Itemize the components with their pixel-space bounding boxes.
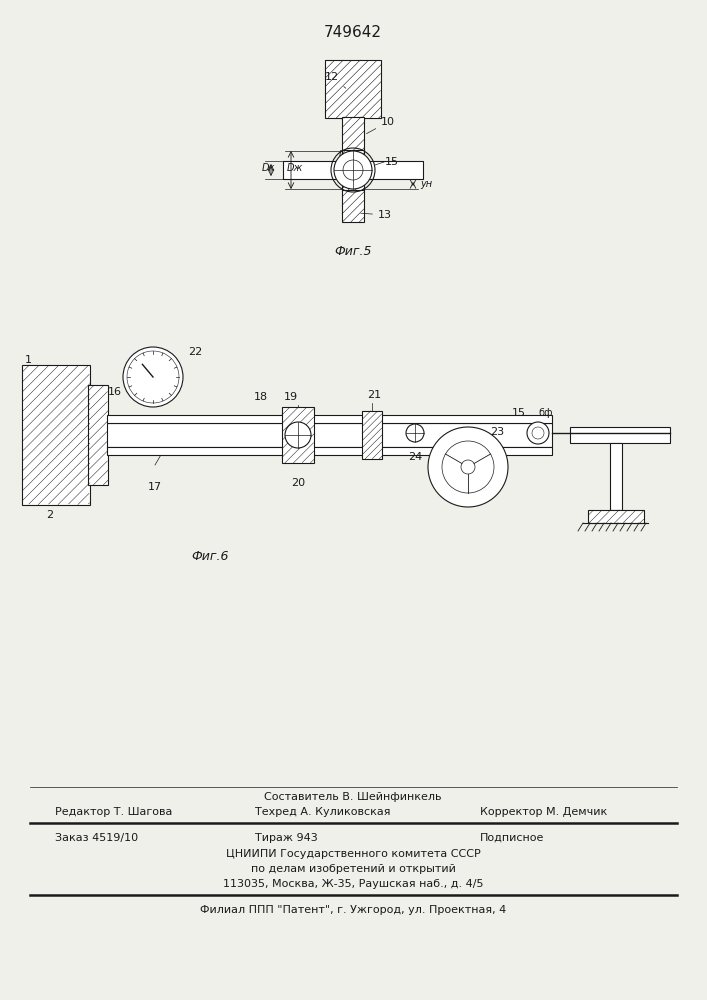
Bar <box>342 188 364 222</box>
Bar <box>282 407 314 463</box>
Text: 113035, Москва, Ж-35, Раушская наб., д. 4/5: 113035, Москва, Ж-35, Раушская наб., д. … <box>223 879 484 889</box>
Bar <box>107 415 552 423</box>
Text: 19: 19 <box>284 392 298 402</box>
Circle shape <box>406 424 424 442</box>
Bar <box>362 411 382 459</box>
Text: 17: 17 <box>148 482 162 492</box>
Bar <box>364 161 423 179</box>
Text: 2: 2 <box>47 510 54 520</box>
Text: 21: 21 <box>367 390 381 400</box>
Text: Филиал ППП "Патент", г. Ужгород, ул. Проектная, 4: Филиал ППП "Патент", г. Ужгород, ул. Про… <box>200 905 506 915</box>
Text: 13: 13 <box>361 210 392 220</box>
Text: Тираж 943: Тираж 943 <box>255 833 317 843</box>
Text: Dк: Dк <box>262 163 275 173</box>
Text: Фиг.5: Фиг.5 <box>334 245 372 258</box>
Text: Техред А. Куликовская: Техред А. Куликовская <box>255 807 390 817</box>
Bar <box>88 385 108 485</box>
Circle shape <box>334 151 372 189</box>
Text: yн: yн <box>420 179 432 189</box>
Text: 23: 23 <box>490 427 504 437</box>
Text: 18: 18 <box>254 392 268 402</box>
Bar <box>22 365 90 505</box>
Text: бф: бф <box>538 408 552 418</box>
Text: по делам изобретений и открытий: по делам изобретений и открытий <box>250 864 455 874</box>
Bar <box>588 510 644 523</box>
Text: 12: 12 <box>325 72 346 88</box>
Text: Заказ 4519/10: Заказ 4519/10 <box>55 833 138 843</box>
Circle shape <box>527 422 549 444</box>
Bar <box>570 427 670 443</box>
Text: 16: 16 <box>108 387 122 397</box>
Bar <box>283 161 342 179</box>
Text: rж: rж <box>339 148 351 158</box>
Text: ЦНИИПИ Государственного комитета СССР: ЦНИИПИ Государственного комитета СССР <box>226 849 480 859</box>
Text: 20: 20 <box>291 478 305 488</box>
Text: Dж: Dж <box>287 163 303 173</box>
Text: Редактор Т. Шагова: Редактор Т. Шагова <box>55 807 173 817</box>
Text: 24: 24 <box>408 452 422 462</box>
Text: 1: 1 <box>25 355 32 365</box>
Circle shape <box>285 422 311 448</box>
Bar <box>107 423 552 447</box>
Bar <box>325 60 381 118</box>
Text: 15: 15 <box>385 157 399 167</box>
Text: 15: 15 <box>512 408 526 418</box>
Text: 22: 22 <box>188 347 202 357</box>
Text: 10: 10 <box>366 117 395 134</box>
Text: Составитель В. Шейнфинкель: Составитель В. Шейнфинкель <box>264 792 442 802</box>
Text: Корректор М. Демчик: Корректор М. Демчик <box>480 807 607 817</box>
Bar <box>342 150 364 190</box>
Text: Фиг.6: Фиг.6 <box>192 550 229 563</box>
Circle shape <box>428 427 508 507</box>
Bar <box>107 447 552 455</box>
Text: 749642: 749642 <box>324 25 382 40</box>
Circle shape <box>123 347 183 407</box>
Bar <box>342 117 364 152</box>
Text: Подписное: Подписное <box>480 833 544 843</box>
Bar <box>610 443 622 510</box>
